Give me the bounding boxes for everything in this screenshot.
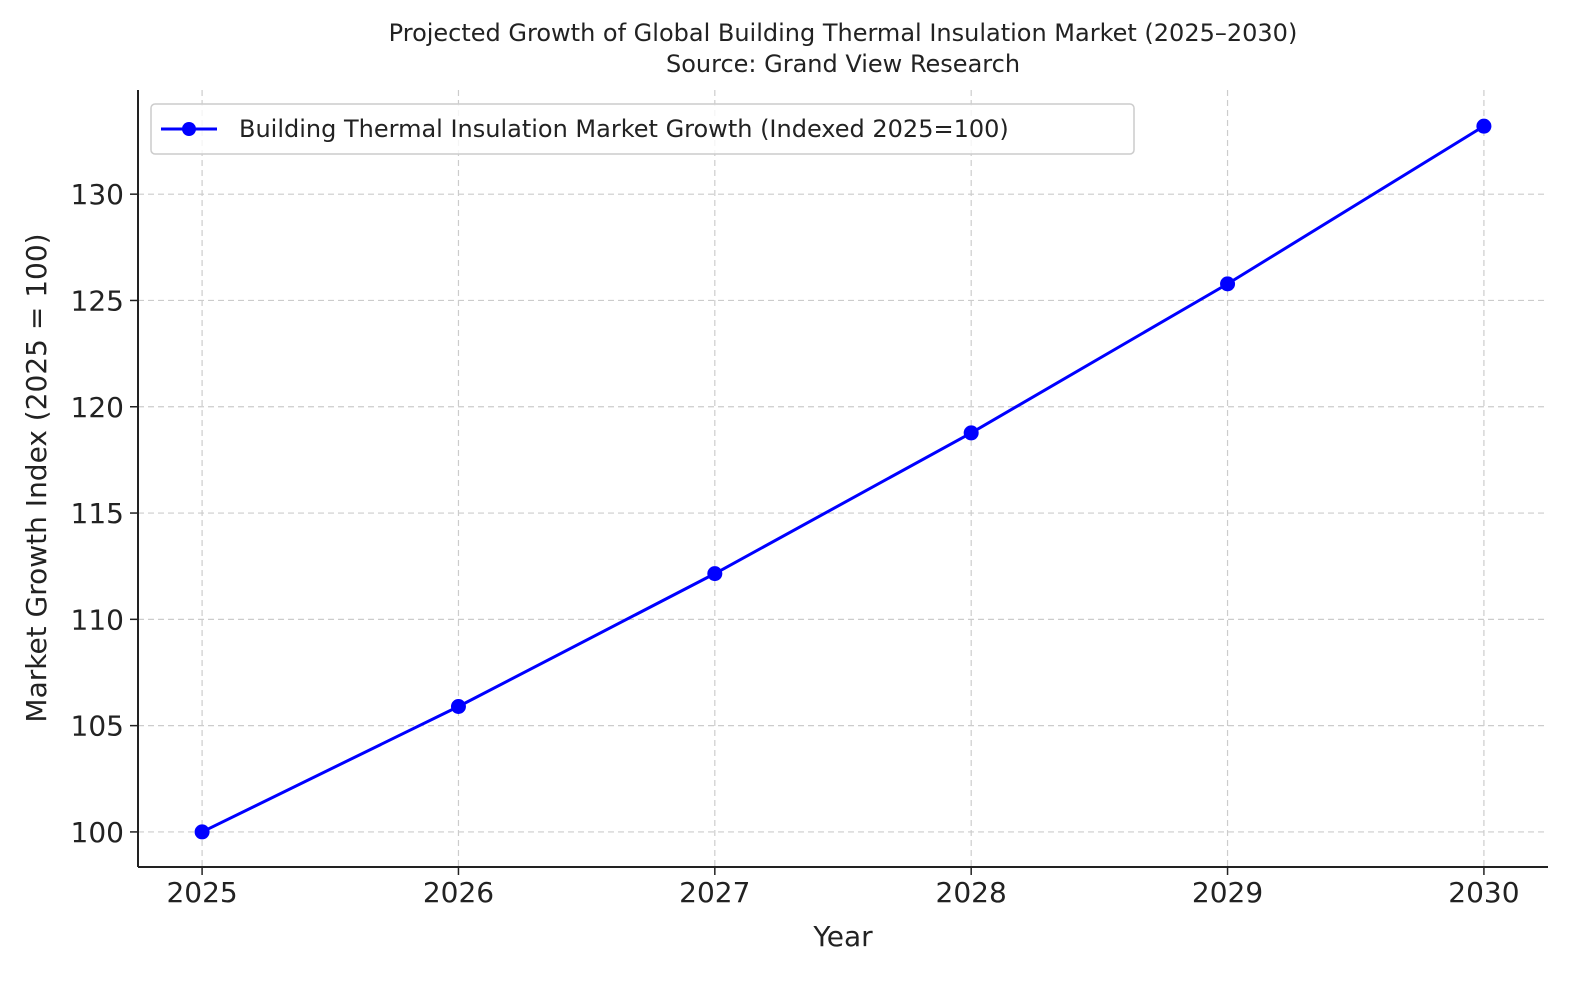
y-tick-label: 110 — [71, 603, 124, 636]
x-tick-label: 2030 — [1448, 876, 1519, 909]
data-point — [450, 698, 466, 714]
data-point — [194, 824, 210, 840]
axes — [137, 90, 1548, 868]
grid — [138, 90, 1548, 867]
chart-title: Projected Growth of Global Building Ther… — [389, 19, 1298, 47]
data-point — [963, 425, 979, 441]
legend-marker-icon — [182, 122, 196, 136]
data-point — [1476, 118, 1492, 134]
y-axis-label: Market Growth Index (2025 = 100) — [20, 233, 53, 722]
legend: Building Thermal Insulation Market Growt… — [150, 103, 1135, 155]
x-tick-label: 2025 — [166, 876, 237, 909]
legend-label: Building Thermal Insulation Market Growt… — [239, 115, 1009, 143]
ticks: 2025 2026 2027 2028 2029 2030 100 105 110 115 120 1… — [71, 178, 1520, 909]
y-tick-label: 105 — [71, 710, 124, 743]
x-tick-label: 2029 — [1192, 876, 1263, 909]
y-tick-label: 120 — [71, 391, 124, 424]
x-axis-label: Year — [812, 920, 873, 953]
y-tick-label: 115 — [71, 497, 124, 530]
y-tick-label: 125 — [71, 284, 124, 317]
x-tick-label: 2028 — [936, 876, 1007, 909]
chart-subtitle: Source: Grand View Research — [666, 50, 1020, 78]
series — [194, 118, 1492, 840]
x-tick-label: 2026 — [423, 876, 494, 909]
series-line — [201, 124, 1485, 834]
x-tick-label: 2027 — [679, 876, 750, 909]
y-tick-label: 100 — [71, 816, 124, 849]
legend-box — [150, 103, 1135, 155]
data-point — [1220, 276, 1236, 292]
y-tick-label: 130 — [71, 178, 124, 211]
data-point — [707, 566, 723, 582]
